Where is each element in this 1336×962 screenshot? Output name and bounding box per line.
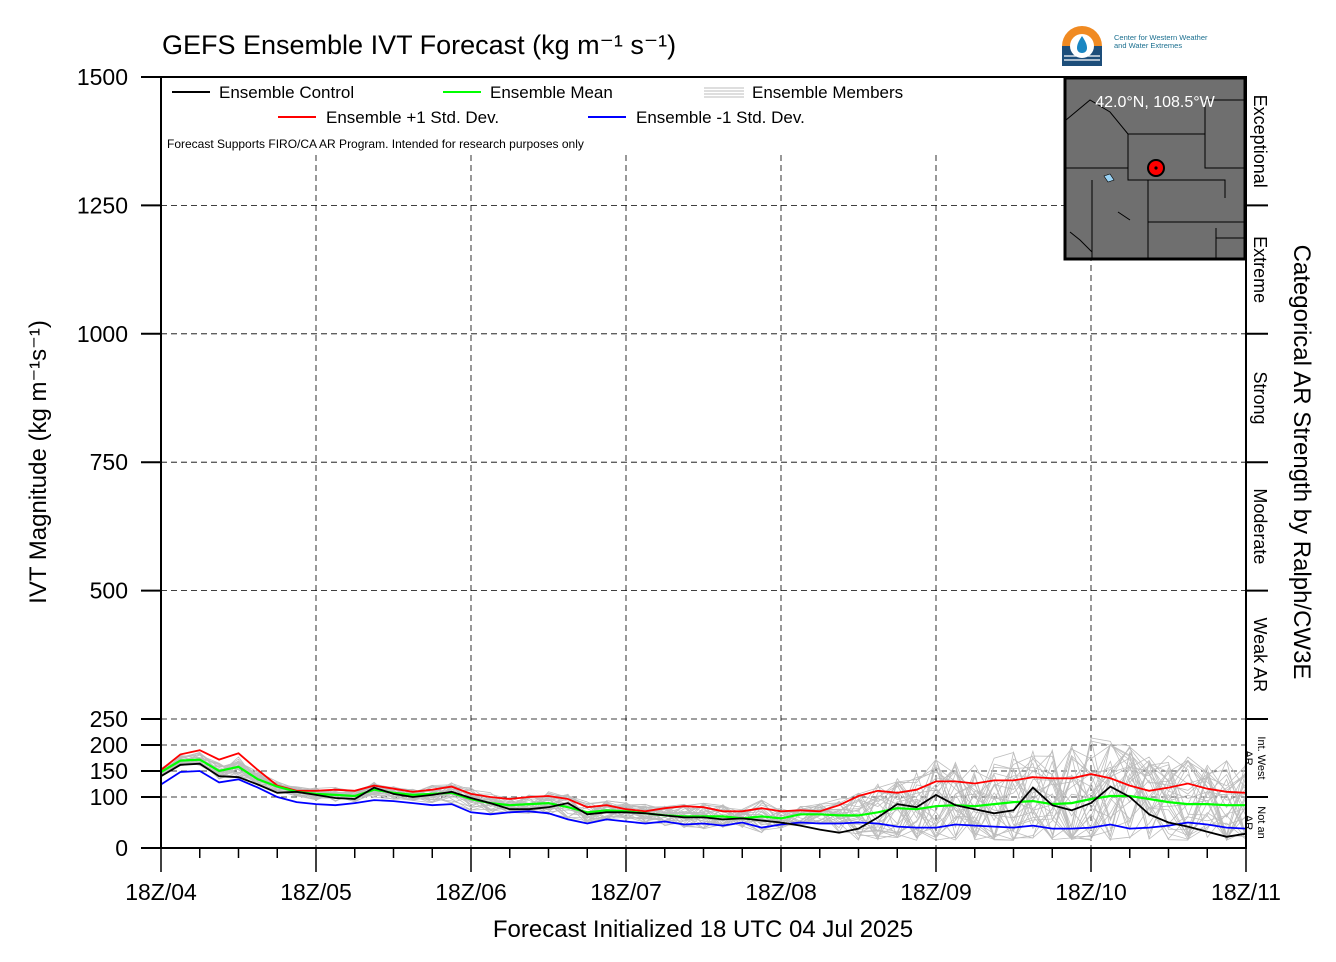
logo-line-2: and Water Extremes: [1114, 41, 1183, 50]
legend-control-label: Ensemble Control: [219, 83, 354, 102]
ensemble-members: [160, 737, 1247, 842]
research-note: Forecast Supports FIRO/CA AR Program. In…: [167, 137, 584, 151]
x-tick-label: 18Z/04: [125, 879, 197, 905]
x-tick-label: 18Z/07: [590, 879, 662, 905]
legend-plus-sd-label: Ensemble +1 Std. Dev.: [326, 108, 499, 127]
category-label: Int. WestAR: [1242, 736, 1267, 779]
y-tick-label: 100: [90, 784, 128, 810]
category-label: Not anAR: [1242, 806, 1267, 838]
ensemble-minus-sd-line: [160, 770, 1247, 830]
legend-members-label: Ensemble Members: [752, 83, 903, 102]
y-tick-label: 750: [90, 449, 128, 475]
chart-title: GEFS Ensemble IVT Forecast (kg m⁻¹ s⁻¹): [162, 30, 677, 60]
x-axis: 18Z/04 18Z/05 18Z/06 18Z/07 18Z/08 18Z/09 18Z/…: [125, 848, 1281, 905]
y-tick-label: 0: [115, 835, 128, 861]
category-label: Strong: [1250, 371, 1270, 424]
legend-mean-label: Ensemble Mean: [490, 83, 613, 102]
location-marker-center: [1154, 166, 1158, 170]
y-tick-label: 1000: [77, 321, 128, 347]
ensemble-member-line: [160, 755, 1247, 839]
ensemble-member-line: [160, 746, 1247, 841]
ensemble-plus-sd-line: [160, 749, 1247, 813]
legend-members-swatch: [704, 87, 744, 98]
legend-minus-sd-label: Ensemble -1 Std. Dev.: [636, 108, 805, 127]
y-tick-label: 200: [90, 732, 128, 758]
x-tick-label: 18Z/05: [280, 879, 352, 905]
cw3e-logo-icon: [1062, 26, 1102, 66]
ensemble-series: [160, 749, 1247, 838]
x-tick-label: 18Z/08: [745, 879, 817, 905]
y-tick-label: 1250: [77, 192, 128, 218]
ensemble-control-line: [160, 762, 1247, 838]
y-tick-label: 1500: [77, 64, 128, 90]
inset-lake: [1103, 173, 1115, 183]
right-axis-label: Categorical AR Strength by Ralph/CW3E: [1288, 245, 1315, 680]
category-label: Extreme: [1250, 236, 1270, 303]
ensemble-member-line: [160, 738, 1247, 839]
x-tick-label: 18Z/10: [1055, 879, 1127, 905]
y-tick-label: 150: [90, 758, 128, 784]
y-tick-label: 500: [90, 578, 128, 604]
category-label: Exceptional: [1250, 95, 1270, 188]
category-label: Moderate: [1250, 488, 1270, 564]
x-axis-label: Forecast Initialized 18 UTC 04 Jul 2025: [493, 916, 913, 943]
cw3e-logo-text: Center for Western Weather and Water Ext…: [1114, 34, 1208, 50]
inset-state-borders: [1065, 99, 1244, 258]
logo-line-1: Center for Western Weather: [1114, 33, 1208, 42]
location-inset-map: 42.0°N, 108.5°W: [1063, 76, 1247, 261]
ensemble-mean-line: [160, 758, 1246, 820]
x-tick-label: 18Z/09: [900, 879, 972, 905]
y-tick-label: 250: [90, 706, 128, 732]
y-axis-label: IVT Magnitude (kg m⁻¹s⁻¹): [25, 320, 52, 604]
legend: Ensemble Control Ensemble Mean Ensemble …: [167, 83, 903, 151]
x-tick-label: 18Z/06: [435, 879, 507, 905]
category-axis: Not anAR Int. WestAR Weak AR Moderate Strong…: [1242, 95, 1270, 839]
category-label: Weak AR: [1250, 617, 1270, 692]
inset-location-label: 42.0°N, 108.5°W: [1095, 94, 1215, 111]
cw3e-logo: Center for Western Weather and Water Ext…: [1058, 20, 1258, 72]
ensemble-member-line: [160, 754, 1247, 840]
x-tick-label: 18Z/11: [1211, 879, 1281, 905]
